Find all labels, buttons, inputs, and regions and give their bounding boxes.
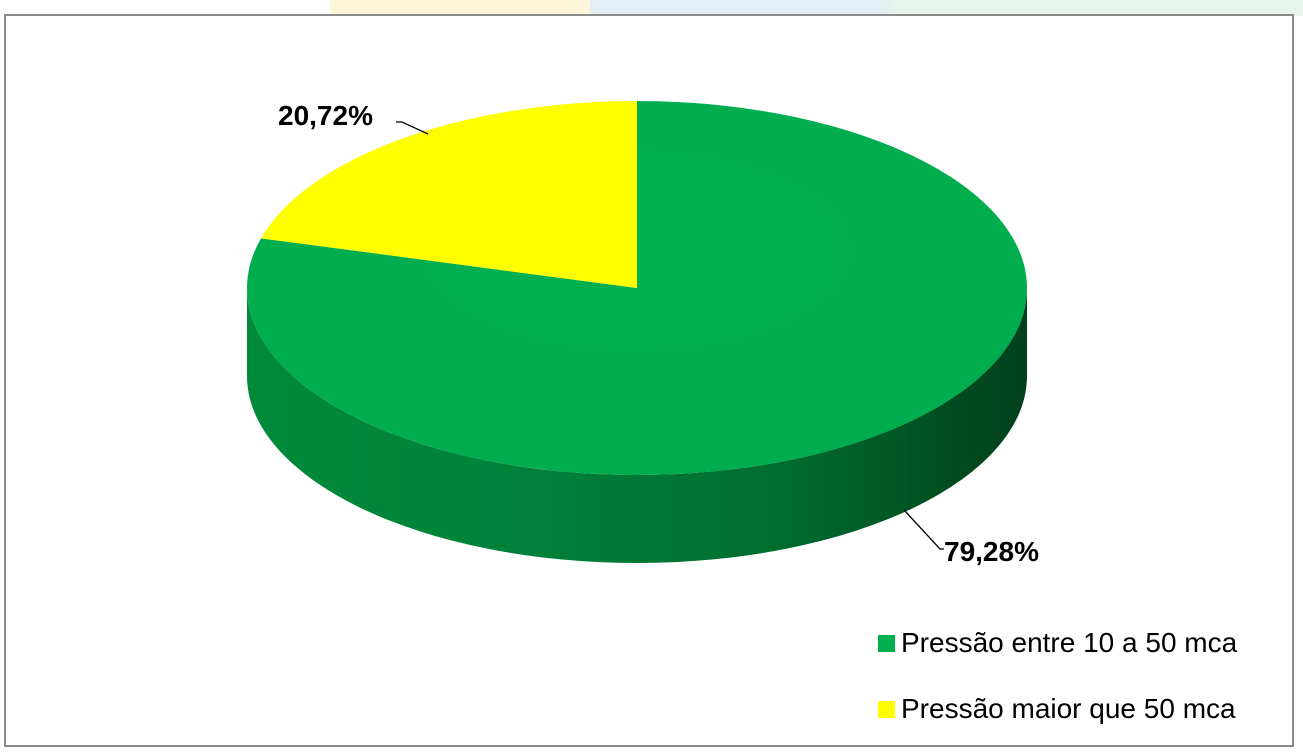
legend-item: Pressão maior que 50 mca xyxy=(878,688,1288,730)
data-label: 79,28% xyxy=(944,536,1039,567)
pie-slice xyxy=(246,101,1028,475)
data-label: 20,72% xyxy=(278,100,373,131)
background-band xyxy=(0,0,330,16)
background-band xyxy=(330,0,590,16)
legend: Pressão entre 10 a 50 mca Pressão maior … xyxy=(878,622,1288,754)
legend-label: Pressão maior que 50 mca xyxy=(901,693,1236,724)
leader-line xyxy=(903,509,944,550)
pie-side xyxy=(247,288,1027,563)
leader-line xyxy=(396,121,429,135)
pie-side-wall xyxy=(247,288,1027,563)
background-band xyxy=(590,0,890,16)
legend-item: Pressão entre 10 a 50 mca xyxy=(878,622,1288,664)
data-labels: 79,28% 20,72% xyxy=(278,100,1039,567)
background-band xyxy=(890,0,1303,16)
legend-swatch xyxy=(878,634,895,652)
pie-top xyxy=(246,101,1028,475)
pie-slice xyxy=(261,101,637,288)
legend-swatch xyxy=(878,700,895,718)
legend-label: Pressão entre 10 a 50 mca xyxy=(901,627,1238,658)
